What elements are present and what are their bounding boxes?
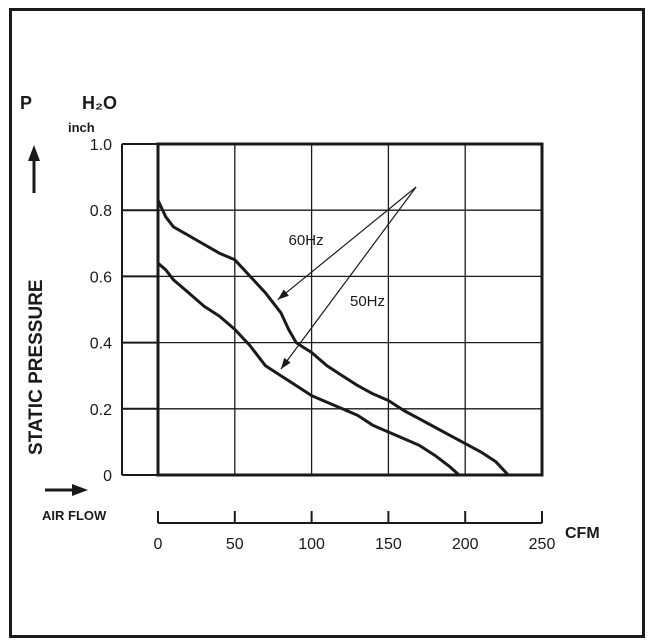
- x-tick-label: 50: [226, 536, 244, 553]
- series-group: [156, 199, 510, 477]
- series-line-50hz: [157, 262, 461, 477]
- x-tick-label: 150: [375, 536, 402, 553]
- fan-performance-chart: 0 0.2 0.4 0.6 0.8 1.0 0 50 100 150 200 250 60Hz 50H…: [20, 93, 600, 553]
- y-tick-label: 0.2: [90, 402, 112, 419]
- plot-border: [156, 142, 544, 477]
- x-tick-label: 100: [298, 536, 325, 553]
- annotation-arrowhead: [277, 289, 289, 300]
- y-tick-label: 0: [103, 468, 112, 485]
- x-axis-label: AIR FLOW: [42, 508, 107, 523]
- annotation-pointer: [280, 186, 417, 370]
- y-unit: H₂O: [82, 93, 117, 113]
- y-axis: 0 0.2 0.4 0.6 0.8 1.0: [90, 137, 158, 485]
- chart-frame: 0 0.2 0.4 0.6 0.8 1.0 0 50 100 150 200 250 60Hz 50H…: [9, 8, 645, 638]
- annotations: 60Hz 50Hz: [277, 186, 417, 370]
- annotation-label: 50Hz: [350, 293, 385, 310]
- annotation-label: 60Hz: [289, 232, 324, 249]
- y-unit-sub: inch: [68, 120, 95, 135]
- y-tick-label: 0.6: [90, 269, 112, 286]
- x-tick-label: 0: [154, 536, 163, 553]
- y-symbol: P: [20, 93, 32, 113]
- series-line-60hz: [156, 199, 510, 477]
- annotation-pointer: [277, 186, 417, 301]
- x-axis: 0 50 100 150 200 250: [154, 511, 556, 553]
- y-tick-label: 1.0: [90, 137, 112, 154]
- x-direction-arrow: [45, 484, 88, 496]
- annotation-arrowhead: [280, 357, 291, 370]
- y-tick-label: 0.4: [90, 336, 112, 353]
- x-tick-label: 200: [452, 536, 479, 553]
- y-tick-label: 0.8: [90, 203, 112, 220]
- x-unit: CFM: [565, 525, 600, 542]
- y-direction-arrow: [28, 145, 40, 193]
- x-tick-label: 250: [529, 536, 556, 553]
- y-axis-label: STATIC PRESSURE: [26, 279, 47, 455]
